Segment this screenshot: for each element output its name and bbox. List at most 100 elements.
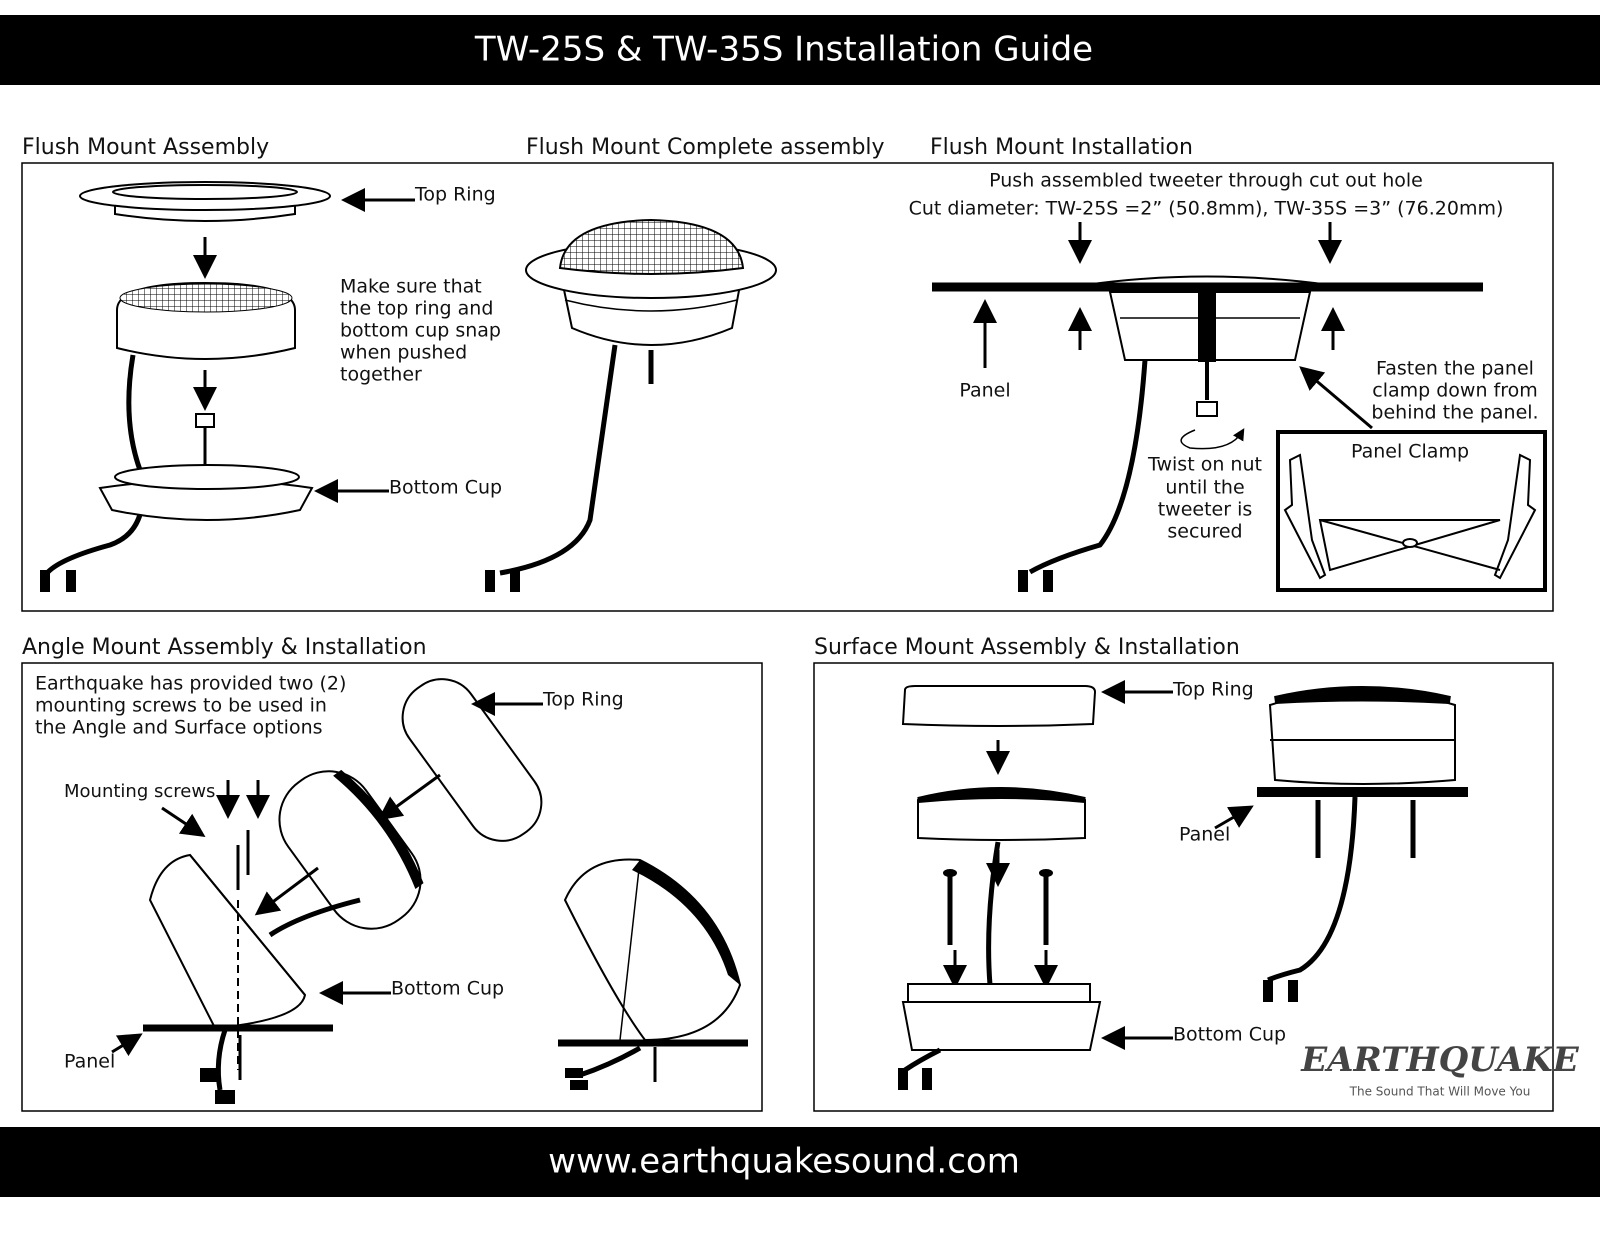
flush-complete-drawing-part bbox=[510, 570, 520, 592]
flush-assembly-drawing-part bbox=[119, 283, 293, 313]
flush-installation-drawing-part bbox=[1196, 401, 1218, 417]
callout-label: Bottom Cup bbox=[389, 477, 502, 499]
panel-frame bbox=[21, 162, 1554, 612]
flush-installation-drawing-part bbox=[1043, 570, 1053, 592]
flush-installation-drawing-part bbox=[1180, 428, 1245, 450]
note-line: mounting screws to be used in bbox=[35, 695, 327, 717]
callout-label: Panel bbox=[1179, 824, 1230, 846]
flush-installation-drawing bbox=[932, 222, 1547, 592]
angle-mount-drawing-part bbox=[278, 769, 424, 930]
angle-mount-drawing bbox=[111, 678, 748, 1104]
panel-frame bbox=[21, 662, 763, 1112]
flush-installation-drawing-part bbox=[1299, 366, 1373, 430]
note-line: when pushed bbox=[340, 342, 467, 364]
surface-mount-drawing-part bbox=[1288, 980, 1298, 1002]
surface-mount-drawing-part bbox=[907, 983, 1091, 1003]
panel-frame bbox=[813, 662, 1554, 1112]
flush-assembly-drawing-part bbox=[46, 354, 146, 574]
angle-mount-drawing-part-part bbox=[333, 769, 424, 889]
footer-url: www.earthquakesound.com bbox=[548, 1142, 1020, 1182]
angle-mount-drawing-part bbox=[565, 1068, 583, 1078]
angle-mount-drawing-part bbox=[401, 678, 543, 842]
note-line: secured bbox=[1167, 521, 1242, 543]
section-title: Surface Mount Assembly & Installation bbox=[814, 635, 1240, 660]
callout-label: Bottom Cup bbox=[391, 978, 504, 1000]
page-title: TW-25S & TW-35S Installation Guide bbox=[474, 30, 1093, 70]
section-title: Flush Mount Assembly bbox=[22, 135, 269, 160]
note-line: Make sure that bbox=[340, 276, 482, 298]
angle-mount-drawing-part bbox=[570, 1080, 588, 1090]
callout-label: Panel bbox=[959, 380, 1010, 402]
angle-mount-drawing-part bbox=[111, 1033, 143, 1057]
angle-mount-drawing-part bbox=[579, 1045, 642, 1078]
angle-mount-drawing-part bbox=[215, 1090, 235, 1104]
section-title: Flush Mount Installation bbox=[930, 135, 1193, 160]
angle-mount-drawing-part bbox=[161, 806, 206, 837]
callout-label: Bottom Cup bbox=[1173, 1024, 1286, 1046]
flush-assembly-drawing-part bbox=[112, 184, 298, 200]
note-line: tweeter is bbox=[1158, 499, 1253, 521]
brand-tagline: The Sound That Will Move You bbox=[1349, 1085, 1531, 1099]
flush-installation-drawing-part bbox=[1198, 292, 1216, 362]
callout-label: Top Ring bbox=[542, 689, 624, 711]
angle-mount-drawing-part bbox=[563, 858, 742, 1042]
angle-mount-drawing-part bbox=[377, 773, 441, 821]
footer-bar-part bbox=[0, 1127, 1600, 1197]
section-title: Angle Mount Assembly & Installation bbox=[22, 635, 427, 660]
angle-mount-drawing-part bbox=[268, 897, 361, 938]
surface-mount-drawing-part bbox=[1039, 869, 1053, 877]
callout-label: Top Ring bbox=[1172, 679, 1254, 701]
angle-mount-drawing-part bbox=[632, 860, 740, 985]
angle-mount-drawing-part-part bbox=[401, 678, 543, 842]
surface-mount-drawing-part bbox=[1268, 689, 1456, 785]
angle-mount-drawing-part bbox=[254, 866, 319, 916]
footer-bar: www.earthquakesound.com bbox=[0, 1127, 1600, 1197]
header-bar: TW-25S & TW-35S Installation Guide bbox=[0, 15, 1600, 85]
flush-installation-drawing-part bbox=[1283, 453, 1537, 580]
flush-assembly-drawing-part bbox=[195, 413, 215, 428]
flush-assembly-drawing bbox=[40, 181, 415, 592]
surface-mount-drawing-part bbox=[901, 685, 1097, 727]
surface-mount-drawing-part bbox=[1214, 805, 1254, 830]
callout-label: Top Ring bbox=[414, 184, 496, 206]
brand-logo: EARTHQUAKE bbox=[1300, 1040, 1580, 1080]
surface-mount-drawing-part bbox=[917, 787, 1086, 803]
surface-mount-drawing bbox=[898, 680, 1468, 1090]
instruction-line: Push assembled tweeter through cut out h… bbox=[989, 170, 1423, 192]
flush-complete-drawing bbox=[485, 218, 777, 592]
flush-complete-drawing-part bbox=[558, 218, 745, 275]
surface-mount-drawing-part bbox=[903, 1047, 942, 1073]
flush-complete-drawing-part bbox=[561, 284, 742, 346]
note-line: Fasten the panel bbox=[1376, 358, 1534, 380]
flush-installation-drawing-part bbox=[1018, 570, 1028, 592]
surface-mount-drawing-part bbox=[1274, 686, 1451, 704]
surface-mount-drawing-part bbox=[901, 1001, 1102, 1051]
note-line: until the bbox=[1165, 477, 1244, 499]
note-line: behind the panel. bbox=[1371, 402, 1538, 424]
callout-label: Panel bbox=[64, 1051, 115, 1073]
flush-installation-drawing-part bbox=[1402, 538, 1418, 548]
flush-complete-drawing-part bbox=[564, 299, 738, 312]
flush-assembly-drawing-part bbox=[66, 570, 76, 592]
surface-mount-drawing-part bbox=[943, 869, 957, 877]
header-bar-part bbox=[0, 15, 1600, 85]
angle-mount-drawing-part bbox=[619, 859, 641, 1041]
surface-mount-drawing-part bbox=[922, 1068, 932, 1090]
note-line: clamp down from bbox=[1372, 380, 1538, 402]
angle-mount-drawing-part bbox=[189, 854, 306, 996]
callout-label: Mounting screws bbox=[64, 781, 215, 802]
note-line: Earthquake has provided two (2) bbox=[35, 673, 346, 695]
surface-mount-drawing-part bbox=[1267, 796, 1358, 983]
angle-mount-drawing-part bbox=[200, 1068, 220, 1082]
flush-installation-drawing-part bbox=[1028, 359, 1148, 575]
flush-installation-drawing-part bbox=[1276, 430, 1547, 592]
angle-mount-drawing-part bbox=[148, 853, 307, 1030]
flush-complete-drawing-part bbox=[485, 570, 495, 592]
note-line: the top ring and bbox=[340, 298, 493, 320]
instruction-line: Cut diameter: TW-25S =2” (50.8mm), TW-35… bbox=[909, 198, 1504, 220]
callout-label: Panel Clamp bbox=[1351, 441, 1469, 463]
section-title: Flush Mount Complete assembly bbox=[526, 135, 885, 160]
flush-complete-drawing-part bbox=[499, 344, 618, 576]
flush-assembly-drawing-part bbox=[40, 570, 50, 592]
